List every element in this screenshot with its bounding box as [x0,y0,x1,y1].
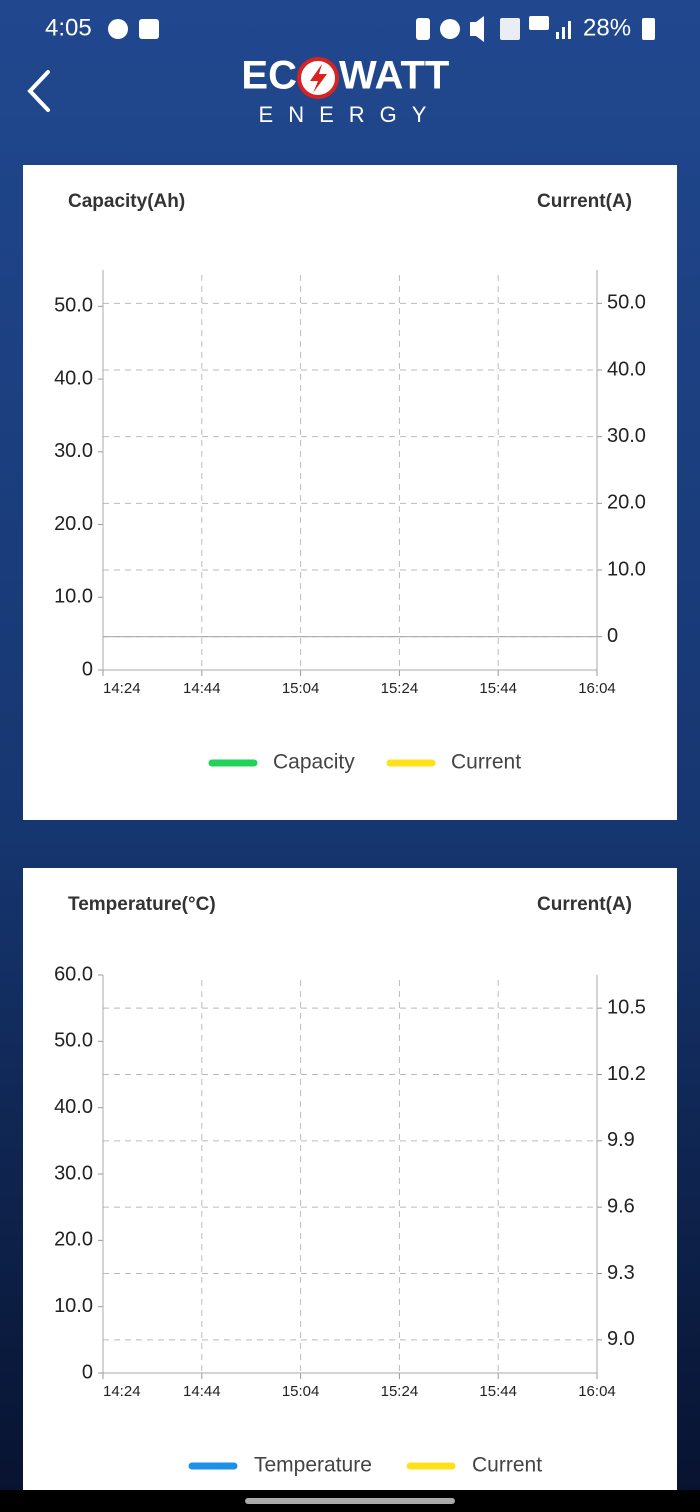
y2-tick-label: 10.5 [607,996,646,1018]
x-tick-label: 15:44 [479,680,517,697]
y2-tick-label: 20.0 [607,492,646,514]
y2-axis-title: Current(A) [537,191,632,212]
x-tick-label: 14:44 [183,1383,221,1400]
y2-tick-label: 10.2 [607,1063,646,1085]
back-button[interactable] [27,70,50,112]
x-tick-label: 14:44 [183,680,221,697]
logo-left: EC [241,54,297,98]
gallery-icon [139,19,159,39]
y-tick-label: 20.0 [54,1229,93,1251]
logo-bolt [310,64,327,93]
battery-icon [642,18,655,40]
y2-axis-title: Current(A) [537,894,632,915]
y-tick-label: 60.0 [54,963,93,985]
x-tick-label: 15:44 [479,1383,517,1400]
y-tick-label: 0 [82,1361,93,1383]
y-tick-label: 40.0 [54,367,93,389]
y2-tick-label: 40.0 [607,358,646,380]
chart-card [23,165,677,820]
logo-sub: ENERGY [259,102,442,127]
y2-tick-label: 30.0 [607,425,646,447]
y2-tick-label: 9.9 [607,1129,635,1151]
y-axis-title: Temperature(°C) [68,894,216,915]
y2-tick-label: 9.6 [607,1195,635,1217]
battery-percent: 28% [583,14,631,41]
y-tick-label: 40.0 [54,1096,93,1118]
x-tick-label: 14:24 [103,1383,141,1400]
legend-label: Current [451,751,521,774]
legend-label: Current [472,1454,542,1477]
y-tick-label: 20.0 [54,513,93,535]
y-tick-label: 30.0 [54,440,93,462]
chart-card [23,868,677,1490]
y-tick-label: 0 [82,658,93,680]
y2-tick-label: 0 [607,625,618,647]
logo-right: WATT [339,54,449,98]
y2-tick-label: 9.0 [607,1328,635,1350]
x-tick-label: 16:04 [578,680,616,697]
y-tick-label: 30.0 [54,1162,93,1184]
y-tick-label: 10.0 [54,586,93,608]
y-tick-label: 10.0 [54,1295,93,1317]
x-tick-label: 15:24 [381,1383,419,1400]
status-time: 4:05 [45,14,92,41]
y2-tick-label: 9.3 [607,1262,635,1284]
x-tick-label: 15:04 [282,680,320,697]
y-tick-label: 50.0 [54,295,93,317]
x-tick-label: 15:04 [282,1383,320,1400]
home-handle[interactable] [245,1498,455,1504]
x-tick-label: 15:24 [381,680,419,697]
y2-tick-label: 50.0 [607,292,646,314]
x-tick-label: 14:24 [103,680,141,697]
y-axis-title: Capacity(Ah) [68,191,185,212]
y-tick-label: 50.0 [54,1030,93,1052]
x-tick-label: 16:04 [578,1383,616,1400]
y2-tick-label: 10.0 [607,558,646,580]
facebook-icon [108,19,128,39]
legend-label: Temperature [254,1454,372,1477]
legend-label: Capacity [273,751,355,774]
status-icons [416,16,571,42]
